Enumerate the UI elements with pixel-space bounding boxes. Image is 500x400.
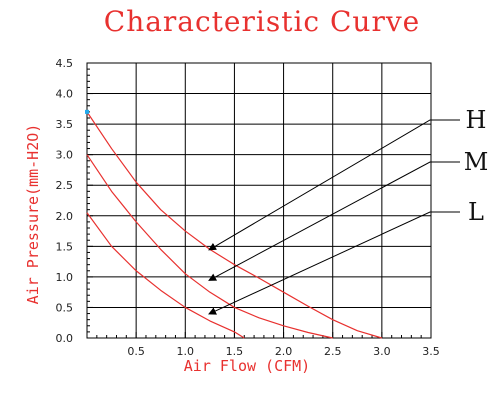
x-tick-label: 1.0 [177, 345, 195, 358]
series-l-line [86, 212, 245, 339]
series-m-line [86, 154, 333, 339]
plot-frame [86, 62, 432, 339]
y-tick-label: 4.0 [56, 88, 74, 101]
x-tick-label: 2.5 [324, 345, 342, 358]
ticks-layer: 0.0 0.5 1.0 1.5 2.0 2.5 3.0 3.5 4.0 4.5 0.5 1.0 1.5 2… [56, 57, 440, 358]
curve-start-marker [85, 109, 89, 114]
y-tick-label: 3.5 [56, 118, 74, 131]
y-tick-label: 3.0 [56, 149, 74, 162]
series-h-line [86, 111, 383, 339]
y-tick-label: 0.5 [56, 301, 74, 314]
annotation-arrow-m [208, 161, 460, 281]
y-tick-label: 2.0 [56, 210, 74, 223]
x-tick-label: 1.5 [226, 345, 244, 358]
curves-layer [85, 109, 383, 339]
x-tick-label: 2.0 [275, 345, 293, 358]
y-tick-label: 2.5 [56, 179, 74, 192]
x-tick-label: 3.0 [373, 345, 391, 358]
annotation-label-h: H [466, 106, 487, 134]
grid-layer [86, 62, 432, 339]
annotation-label-l: L [468, 198, 484, 226]
y-tick-label: 4.5 [56, 57, 74, 70]
annotation-arrow-l [208, 211, 460, 315]
x-axis-label: Air Flow (CFM) [184, 357, 310, 375]
annotation-label-m: M [464, 148, 489, 176]
chart-title: Characteristic Curve [104, 5, 420, 38]
annotations-layer: HML [208, 106, 489, 315]
y-axis-label: Air Pressure(mm-H2O) [24, 124, 42, 305]
y-tick-label: 1.0 [56, 271, 74, 284]
y-tick-label: 1.5 [56, 240, 74, 253]
y-tick-label: 0.0 [56, 332, 74, 345]
annotation-arrow-h [208, 119, 460, 251]
x-tick-label: 3.5 [422, 345, 440, 358]
x-tick-label: 0.5 [127, 345, 145, 358]
